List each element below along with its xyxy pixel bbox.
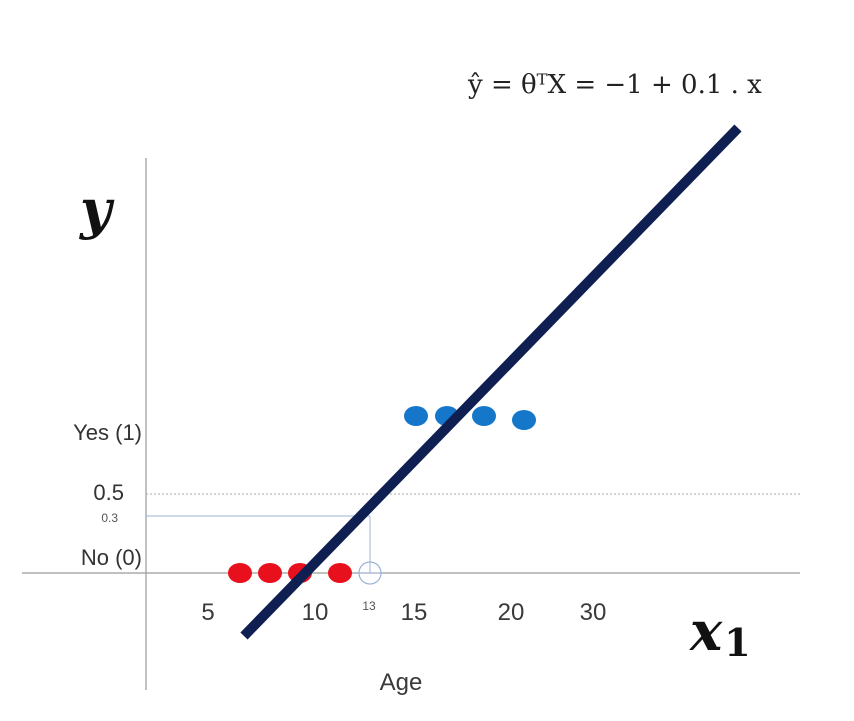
data-point-1-0 [404, 406, 428, 426]
y-label-0: Yes (1) [73, 420, 142, 445]
x-axis-symbol: x1 [689, 599, 751, 665]
x-axis-symbol-main: x [689, 599, 723, 663]
y-label-1: 0.5 [93, 480, 124, 505]
x-tick-20: 20 [498, 599, 525, 626]
data-point-0-3 [328, 563, 352, 583]
regression-line [240, 124, 742, 640]
y-axis-symbol: y [79, 177, 115, 241]
x-axis-symbol-sub: 1 [724, 620, 750, 665]
data-point-0-0 [228, 563, 252, 583]
y-label-2: 0.3 [101, 511, 118, 525]
x-tick-10: 10 [302, 599, 329, 626]
x-tick-5: 5 [201, 599, 214, 626]
y-label-3: No (0) [81, 545, 142, 570]
equation-label: ŷ = θᵀX = −1 + 0.1 . x [467, 70, 762, 100]
data-point-1-3 [512, 410, 536, 430]
x-tick-15: 15 [401, 599, 428, 626]
x-tick-30: 30 [580, 599, 607, 626]
x-axis-title: Age [380, 669, 423, 696]
x-tick-threshold: 13 [362, 599, 376, 613]
data-point-1-2 [472, 406, 496, 426]
data-point-0-1 [258, 563, 282, 583]
